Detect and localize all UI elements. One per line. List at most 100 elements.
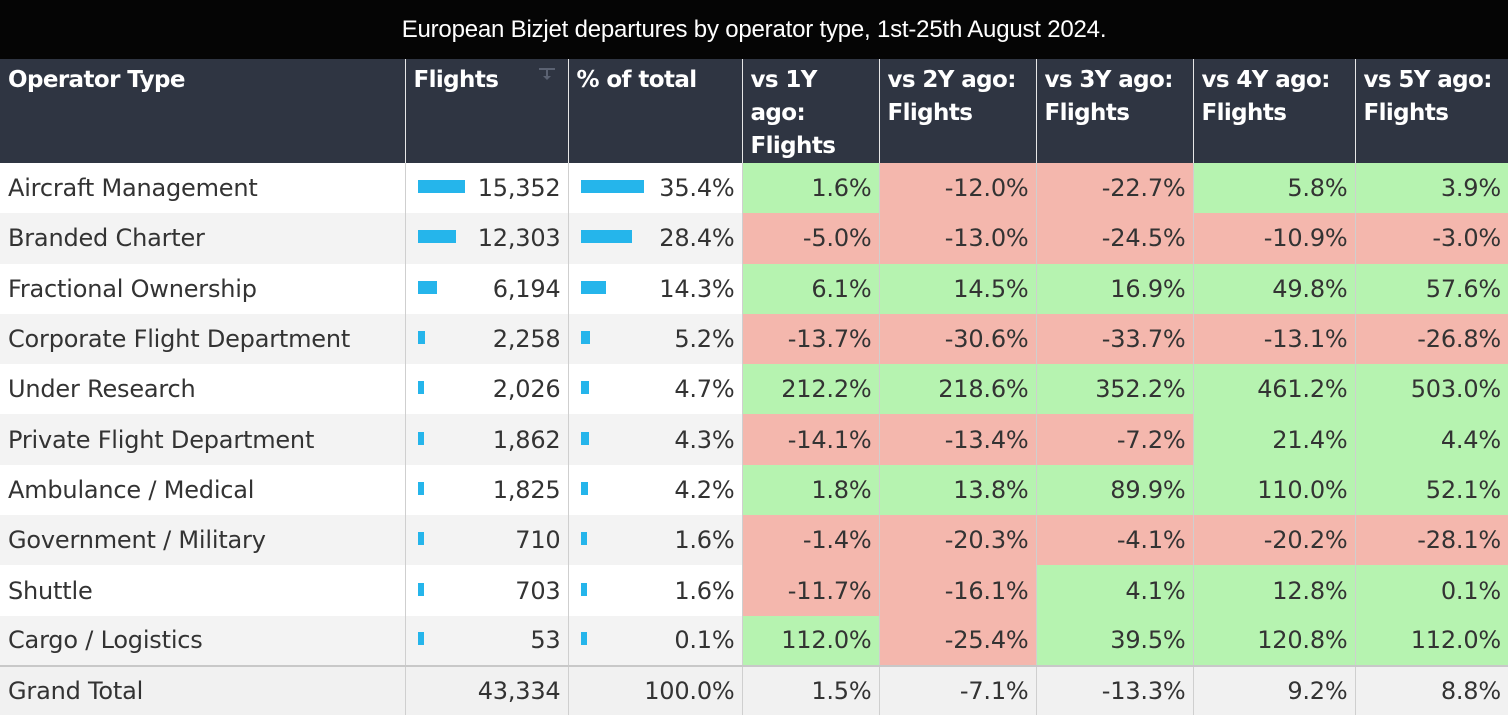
vs-4y-cell: 461.2%	[1193, 364, 1356, 415]
vs-5y-cell: -3.0%	[1355, 213, 1508, 264]
flights-value: 15,352	[477, 174, 561, 203]
pct-total-bar	[580, 582, 587, 596]
vs-3y-cell: 352.2%	[1036, 364, 1194, 415]
flights-value: 2,026	[492, 375, 561, 404]
operator-type-cell: Fractional Ownership	[0, 263, 406, 314]
vs-3y-cell: 4.1%	[1036, 565, 1194, 616]
flights-cell: 12,303	[405, 213, 569, 264]
vs-4y-cell: 110.0%	[1193, 464, 1356, 516]
vs-4y-cell: 5.8%	[1193, 163, 1356, 214]
flights-value: 12,303	[477, 224, 561, 253]
operator-type-cell: Under Research	[0, 364, 406, 415]
flights-bar	[417, 280, 437, 294]
vs-4y-cell: -13.1%	[1193, 313, 1356, 365]
table-row: Aircraft Management 15,352 35.4% 1.6% -12.0%…	[0, 163, 1508, 214]
vs-1y-cell: 212.2%	[742, 364, 880, 415]
vs-2y-cell: -13.4%	[879, 414, 1037, 465]
pct-total-cell: 4.7%	[568, 364, 743, 415]
vs-3y-cell: 89.9%	[1036, 464, 1194, 516]
pct-total-bar	[580, 632, 587, 646]
flights-bar	[417, 230, 456, 244]
header-vs-2y-line1: vs 2Y ago:	[887, 67, 1017, 93]
pct-total-bar	[580, 331, 590, 345]
vs-3y-cell: 16.9%	[1036, 263, 1194, 314]
vs-1y-cell: -11.7%	[742, 565, 880, 616]
flights-bar	[417, 532, 424, 546]
vs-3y-cell: -7.2%	[1036, 414, 1194, 465]
flights-cell: 710	[405, 515, 569, 566]
header-vs-5y[interactable]: vs 5Y ago: Flights	[1355, 59, 1508, 163]
pct-total-value: 1.6%	[674, 526, 735, 555]
chart-title-bar: European Bizjet departures by operator t…	[0, 0, 1508, 59]
grand-total-vs-4y: 9.2%	[1193, 664, 1356, 715]
operator-type-cell: Private Flight Department	[0, 414, 406, 465]
pct-total-value: 4.3%	[674, 425, 735, 454]
header-vs-4y[interactable]: vs 4Y ago: Flights	[1193, 59, 1356, 163]
pct-total-cell: 4.2%	[568, 464, 743, 516]
operator-type-cell: Aircraft Management	[0, 163, 406, 214]
header-operator-type-label: Operator Type	[8, 67, 185, 93]
header-vs-3y[interactable]: vs 3Y ago: Flights	[1036, 59, 1194, 163]
grand-total-row: Grand Total 43,334 100.0% 1.5% -7.1% -13…	[0, 664, 1508, 715]
table-row: Shuttle 703 1.6% -11.7% -16.1% 4.1% 12.8% 0.1%	[0, 565, 1508, 616]
flights-cell: 6,194	[405, 263, 569, 314]
pct-total-cell: 14.3%	[568, 263, 743, 314]
vs-4y-cell: 21.4%	[1193, 414, 1356, 465]
table-row: Cargo / Logistics 53 0.1% 112.0% -25.4% 39.5%…	[0, 615, 1508, 666]
grand-total-vs-5y: 8.8%	[1355, 664, 1508, 715]
header-pct-total[interactable]: % of total	[568, 59, 743, 163]
header-vs-4y-line1: vs 4Y ago:	[1201, 67, 1331, 93]
flights-bar	[417, 481, 424, 495]
vs-3y-cell: -22.7%	[1036, 163, 1194, 214]
flights-cell: 15,352	[405, 163, 569, 214]
flights-value: 1,825	[492, 475, 561, 504]
vs-2y-cell: -16.1%	[879, 565, 1037, 616]
grand-total-flights: 43,334	[405, 664, 569, 715]
operator-type-cell: Corporate Flight Department	[0, 313, 406, 365]
vs-5y-cell: 4.4%	[1355, 414, 1508, 465]
header-flights[interactable]: Flights	[405, 59, 569, 163]
vs-2y-cell: -20.3%	[879, 515, 1037, 566]
header-operator-type[interactable]: Operator Type	[0, 59, 406, 163]
header-flights-label: Flights	[413, 67, 499, 93]
flights-bar	[417, 431, 424, 445]
header-vs-3y-line1: vs 3Y ago:	[1044, 67, 1174, 93]
flights-bar	[417, 180, 465, 194]
flights-value: 1,862	[492, 425, 561, 454]
operator-type-cell: Ambulance / Medical	[0, 464, 406, 516]
table-row: Corporate Flight Department 2,258 5.2% -13.…	[0, 313, 1508, 365]
pct-total-value: 1.6%	[674, 576, 735, 605]
grand-total-pct: 100.0%	[568, 664, 743, 715]
operator-type-table: Operator Type Flights % of total vs 1Y a…	[0, 59, 1508, 715]
table-header: Operator Type Flights % of total vs 1Y a…	[0, 59, 1508, 163]
vs-3y-cell: 39.5%	[1036, 615, 1194, 666]
grand-total-vs-2y: -7.1%	[879, 664, 1037, 715]
vs-2y-cell: -25.4%	[879, 615, 1037, 666]
grand-total-label: Grand Total	[0, 664, 406, 715]
header-vs-3y-line2: Flights	[1044, 100, 1130, 126]
vs-2y-cell: -12.0%	[879, 163, 1037, 214]
vs-5y-cell: 3.9%	[1355, 163, 1508, 214]
flights-cell: 1,825	[405, 464, 569, 516]
flights-value: 6,194	[492, 274, 561, 303]
vs-5y-cell: 52.1%	[1355, 464, 1508, 516]
sort-descending-icon[interactable]	[538, 67, 556, 81]
header-vs-1y-line2: Flights	[750, 133, 836, 159]
flights-cell: 703	[405, 565, 569, 616]
pct-total-bar	[580, 481, 588, 495]
pct-total-cell: 0.1%	[568, 615, 743, 666]
table-row: Branded Charter 12,303 28.4% -5.0% -13.0% -24…	[0, 213, 1508, 264]
vs-5y-cell: 112.0%	[1355, 615, 1508, 666]
vs-2y-cell: 218.6%	[879, 364, 1037, 415]
operator-type-cell: Cargo / Logistics	[0, 615, 406, 666]
vs-1y-cell: -1.4%	[742, 515, 880, 566]
chart-title: European Bizjet departures by operator t…	[401, 15, 1107, 43]
vs-1y-cell: 6.1%	[742, 263, 880, 314]
header-vs-2y[interactable]: vs 2Y ago: Flights	[879, 59, 1037, 163]
header-vs-2y-line2: Flights	[887, 100, 973, 126]
header-vs-5y-line1: vs 5Y ago:	[1363, 67, 1493, 93]
header-vs-1y[interactable]: vs 1Y ago: Flights	[742, 59, 880, 163]
header-vs-1y-line1: vs 1Y ago:	[750, 67, 818, 126]
vs-2y-cell: 14.5%	[879, 263, 1037, 314]
flights-value: 710	[515, 526, 561, 555]
